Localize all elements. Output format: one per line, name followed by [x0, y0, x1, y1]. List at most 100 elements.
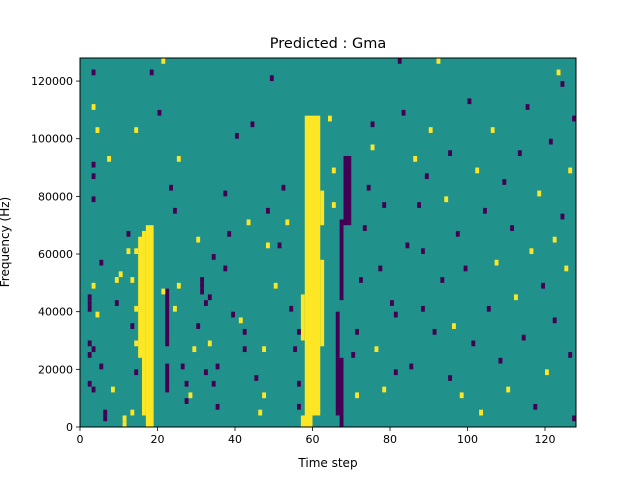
heatmap-cell [548, 138, 553, 145]
heatmap-cell [455, 230, 460, 237]
heatmap-cell [103, 415, 108, 422]
heatmap-cell [525, 104, 530, 110]
heatmap-band-high [300, 294, 305, 341]
heatmap-cell [227, 230, 232, 237]
heatmap-cell [262, 346, 266, 353]
heatmap-cell [331, 167, 336, 174]
heatmap-cell [370, 121, 375, 128]
heatmap-cell [297, 403, 301, 410]
heatmap-cell [87, 380, 92, 387]
heatmap-cell [207, 294, 212, 301]
heatmap-cell [514, 294, 518, 301]
heatmap-cell [428, 127, 433, 133]
heatmap-cell [91, 386, 96, 393]
heatmap-cell [231, 311, 235, 318]
x-tick-label: 20 [151, 433, 165, 446]
heatmap-cell [200, 277, 204, 283]
x-tick-label: 100 [457, 433, 478, 446]
heatmap-cell [467, 98, 472, 105]
heatmap-band-low [335, 311, 340, 358]
heatmap-cell [258, 409, 263, 416]
x-axis: 0 20 40 60 80 100 120 [77, 427, 556, 446]
heatmap-cell [552, 317, 557, 324]
y-tick-label: 120000 [31, 75, 73, 88]
heatmap-cell [397, 58, 402, 64]
y-tick-label: 60000 [38, 248, 73, 261]
heatmap-band-low [339, 219, 344, 301]
heatmap-cell [541, 282, 545, 289]
y-tick-label: 20000 [38, 363, 73, 376]
heatmap-cell [413, 156, 418, 162]
heatmap-cell [370, 144, 375, 151]
heatmap-cell [490, 127, 495, 133]
heatmap-cell [510, 225, 514, 231]
heatmap-cell [134, 305, 139, 312]
heatmap-cell [277, 242, 282, 249]
heatmap-cell [161, 288, 166, 295]
heatmap-cell [452, 323, 456, 329]
heatmap-cell [196, 323, 201, 329]
heatmap-cell [355, 392, 359, 399]
heatmap-cell [95, 127, 100, 133]
heatmap-cell [440, 277, 445, 283]
heatmap-cell [114, 277, 119, 283]
heatmap-cell [401, 109, 406, 116]
heatmap-cell [475, 167, 480, 174]
heatmap-cell [572, 415, 576, 422]
heatmap-cell [176, 156, 181, 162]
heatmap-cell [366, 184, 371, 191]
heatmap-cell [331, 202, 336, 208]
heatmap-cell [95, 311, 100, 318]
heatmap-cell [297, 380, 301, 387]
heatmap-cell [568, 352, 573, 358]
heatmap-cell [382, 202, 387, 208]
heatmap-cell [242, 328, 247, 335]
heatmap-cell [351, 352, 356, 358]
heatmap-cell [91, 161, 96, 168]
heatmap-cell [572, 115, 576, 122]
heatmap-cell [87, 340, 92, 347]
heatmap-cell [459, 392, 464, 399]
heatmap-cell [266, 207, 270, 214]
heatmap-cell [126, 248, 131, 255]
heatmap-band-low [335, 357, 344, 416]
heatmap-cell [223, 265, 228, 272]
heatmap-cell [91, 282, 96, 289]
heatmap-cell [552, 236, 557, 243]
heatmap-cell [390, 300, 394, 306]
heatmap-cell [444, 196, 449, 203]
heatmap-cell [502, 179, 507, 185]
heatmap-cell [122, 415, 127, 422]
heatmap-cell [266, 242, 270, 249]
heatmap-cell [424, 173, 429, 180]
heatmap-cell [204, 369, 208, 376]
heatmap-background [80, 58, 576, 427]
x-tick-label: 120 [535, 433, 556, 446]
heatmap-cell [161, 58, 166, 64]
heatmap-cell [285, 219, 290, 226]
heatmap-cell [393, 369, 398, 376]
heatmap-cell [328, 115, 332, 122]
y-tick-label: 100000 [31, 133, 73, 146]
heatmap-cell [355, 328, 359, 335]
heatmap-cell [87, 294, 92, 301]
heatmap-cell [393, 311, 398, 318]
heatmap-cell [269, 75, 274, 82]
y-tick-label: 40000 [38, 306, 73, 319]
heatmap-cell [498, 357, 503, 364]
heatmap-cell [281, 184, 286, 191]
heatmap-cell [362, 225, 367, 231]
heatmap-cell [486, 305, 491, 312]
heatmap-band-low [339, 415, 344, 427]
x-tick-label: 80 [383, 433, 397, 446]
heatmap-cell [483, 207, 487, 214]
heatmap-cell [149, 69, 154, 76]
heatmap-cell [235, 132, 239, 139]
heatmap-cell [568, 167, 573, 174]
heatmap-cell [91, 196, 96, 203]
heatmap-cell [448, 150, 452, 157]
heatmap-cell [556, 69, 561, 76]
heatmap-cell [289, 305, 294, 312]
heatmap-cell [126, 230, 131, 237]
